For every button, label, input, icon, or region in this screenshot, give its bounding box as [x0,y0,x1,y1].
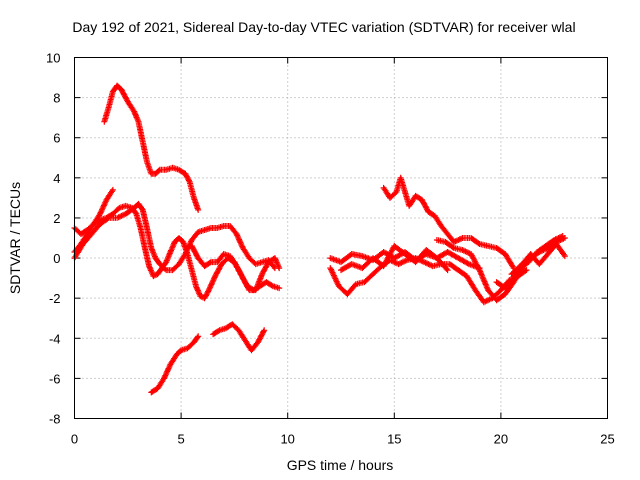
series-arc-2 [71,186,116,255]
y-tick-label: 6 [53,131,60,146]
y-tick-label: 2 [53,211,60,226]
x-tick-label: 20 [494,432,508,447]
chart-title: Day 192 of 2021, Sidereal Day-to-day VTE… [72,19,575,35]
series-arc-1 [101,82,202,213]
y-tick-label: 0 [53,251,60,266]
y-tick-label: -4 [49,331,61,346]
x-tick-label: 5 [177,432,184,447]
x-tick-label: 0 [71,432,78,447]
y-axis-label: SDTVAR / TECUs [7,182,23,294]
y-tick-label: -6 [49,371,61,386]
y-tick-label: -8 [49,412,61,427]
axis-ticks [74,57,608,419]
series-arc-10 [338,243,451,274]
data-point-markers [210,321,268,354]
series-arc-14 [508,233,566,278]
data-point-markers [71,186,116,255]
y-tick-label: 8 [53,91,60,106]
y-tick-labels: -8 -6 -4 -2 0 2 4 6 8 10 [46,51,60,427]
x-tick-label: 10 [280,432,294,447]
y-tick-label: 10 [46,51,60,66]
data-point-markers [380,174,517,272]
x-tick-label: 15 [387,432,401,447]
series-arc-5 [188,243,283,294]
x-axis-label: GPS time / hours [287,457,394,473]
data-markers [71,82,568,396]
series-arc-11 [380,174,517,272]
grid [74,57,608,419]
y-tick-label: -2 [49,291,61,306]
plot-frame [74,57,608,419]
x-tick-labels: 0 5 10 15 20 25 [71,432,615,447]
series-arc-6 [148,333,202,396]
x-tick-label: 25 [600,432,614,447]
data-point-markers [338,243,451,274]
data-point-markers [148,333,202,396]
data-point-markers [188,243,283,294]
y-tick-label: 4 [53,171,60,186]
data-point-markers [508,233,566,278]
series-arc-7 [210,321,268,354]
data-point-markers [101,82,202,213]
